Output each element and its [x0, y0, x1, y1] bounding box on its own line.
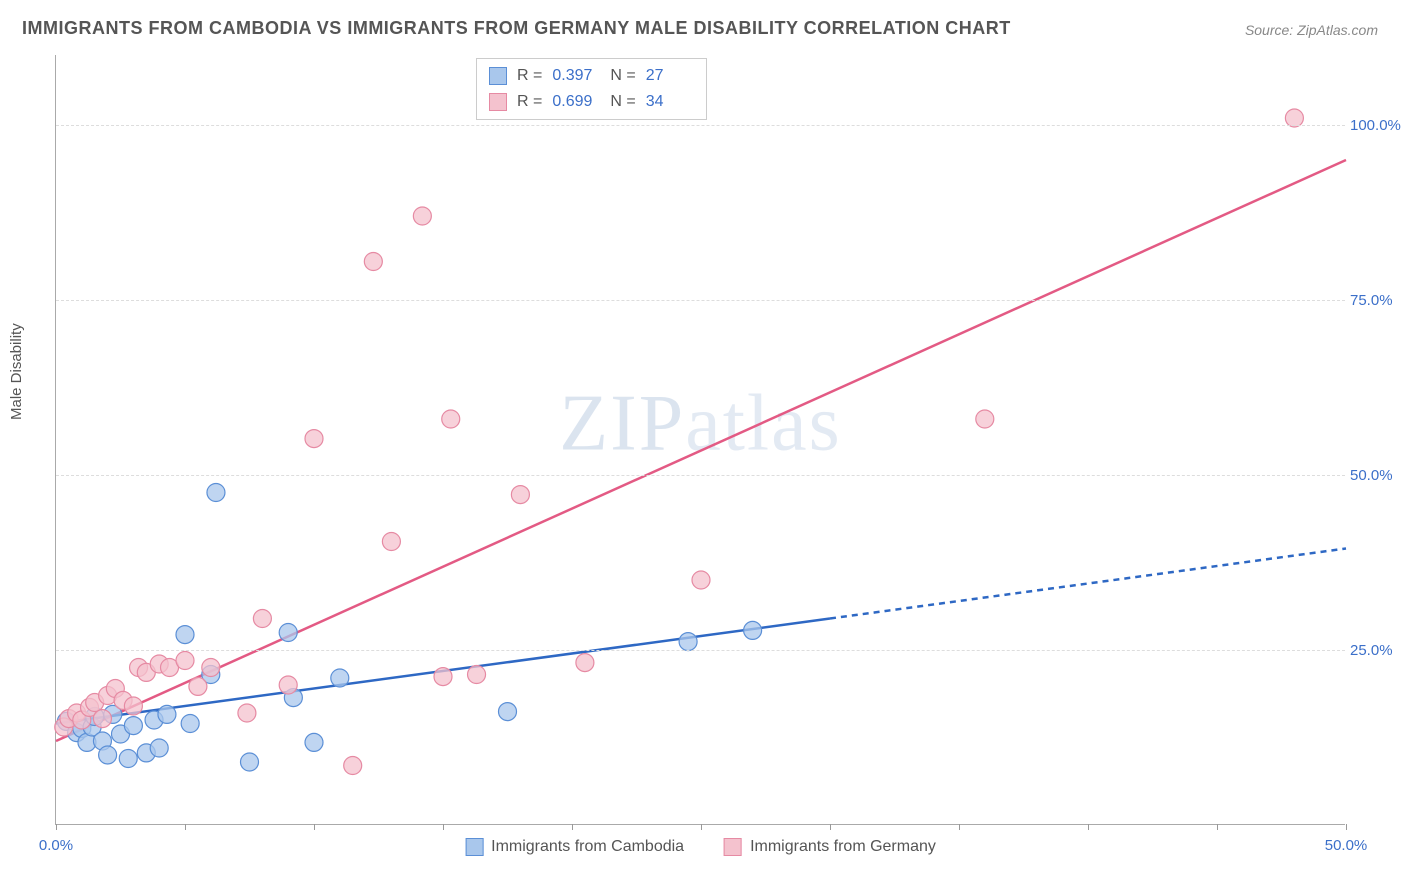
germany-point: [468, 666, 486, 684]
gridline: [56, 125, 1345, 126]
xtick: [443, 824, 444, 830]
cambodia-point: [679, 633, 697, 651]
chart-svg: [56, 55, 1345, 824]
cambodia-point: [279, 624, 297, 642]
germany-point: [202, 659, 220, 677]
cambodia-point: [150, 739, 168, 757]
germany-point: [176, 652, 194, 670]
germany-point: [93, 710, 111, 728]
cambodia-point: [124, 717, 142, 735]
germany-point: [382, 533, 400, 551]
xtick-label: 0.0%: [39, 837, 73, 854]
germany-point: [253, 610, 271, 628]
cambodia-trendline-dash: [830, 549, 1346, 619]
xtick: [1217, 824, 1218, 830]
germany-point: [364, 253, 382, 271]
chart-title: IMMIGRANTS FROM CAMBODIA VS IMMIGRANTS F…: [22, 18, 1011, 39]
xtick-label: 50.0%: [1325, 837, 1368, 854]
germany-point: [442, 410, 460, 428]
xtick: [1346, 824, 1347, 830]
xtick: [1088, 824, 1089, 830]
germany-point: [692, 571, 710, 589]
xtick: [701, 824, 702, 830]
germany-point: [511, 486, 529, 504]
swatch-icon: [465, 838, 483, 856]
germany-point: [305, 430, 323, 448]
ytick-label: 100.0%: [1350, 117, 1405, 134]
xtick: [56, 824, 57, 830]
gridline: [56, 475, 1345, 476]
swatch-icon: [724, 838, 742, 856]
germany-point: [344, 757, 362, 775]
legend-label: Immigrants from Germany: [750, 838, 936, 856]
legend-item: Immigrants from Germany: [724, 838, 936, 856]
cambodia-point: [207, 484, 225, 502]
cambodia-point: [99, 746, 117, 764]
germany-point: [413, 207, 431, 225]
xtick: [314, 824, 315, 830]
germany-point: [124, 697, 142, 715]
cambodia-point: [744, 621, 762, 639]
cambodia-point: [305, 733, 323, 751]
germany-point: [189, 677, 207, 695]
cambodia-point: [181, 715, 199, 733]
legend-item: Immigrants from Cambodia: [465, 838, 684, 856]
xtick: [572, 824, 573, 830]
source-label: Source: ZipAtlas.com: [1245, 22, 1378, 38]
gridline: [56, 300, 1345, 301]
ytick-label: 75.0%: [1350, 292, 1405, 309]
plot-area: ZIPatlas R =0.397N =27R =0.699N =34 Immi…: [55, 55, 1345, 825]
cambodia-point: [119, 750, 137, 768]
ytick-label: 25.0%: [1350, 642, 1405, 659]
cambodia-point: [176, 626, 194, 644]
xtick: [185, 824, 186, 830]
germany-point: [279, 676, 297, 694]
ytick-label: 50.0%: [1350, 467, 1405, 484]
y-axis-label: Male Disability: [8, 323, 25, 420]
germany-point: [576, 654, 594, 672]
legend-label: Immigrants from Cambodia: [491, 838, 684, 856]
germany-point: [434, 668, 452, 686]
xtick: [959, 824, 960, 830]
cambodia-point: [241, 753, 259, 771]
gridline: [56, 650, 1345, 651]
cambodia-point: [499, 703, 517, 721]
cambodia-point: [158, 705, 176, 723]
bottom-legend: Immigrants from Cambodia Immigrants from …: [465, 838, 936, 856]
cambodia-point: [331, 669, 349, 687]
germany-point: [238, 704, 256, 722]
germany-trendline: [56, 160, 1346, 741]
germany-point: [976, 410, 994, 428]
xtick: [830, 824, 831, 830]
